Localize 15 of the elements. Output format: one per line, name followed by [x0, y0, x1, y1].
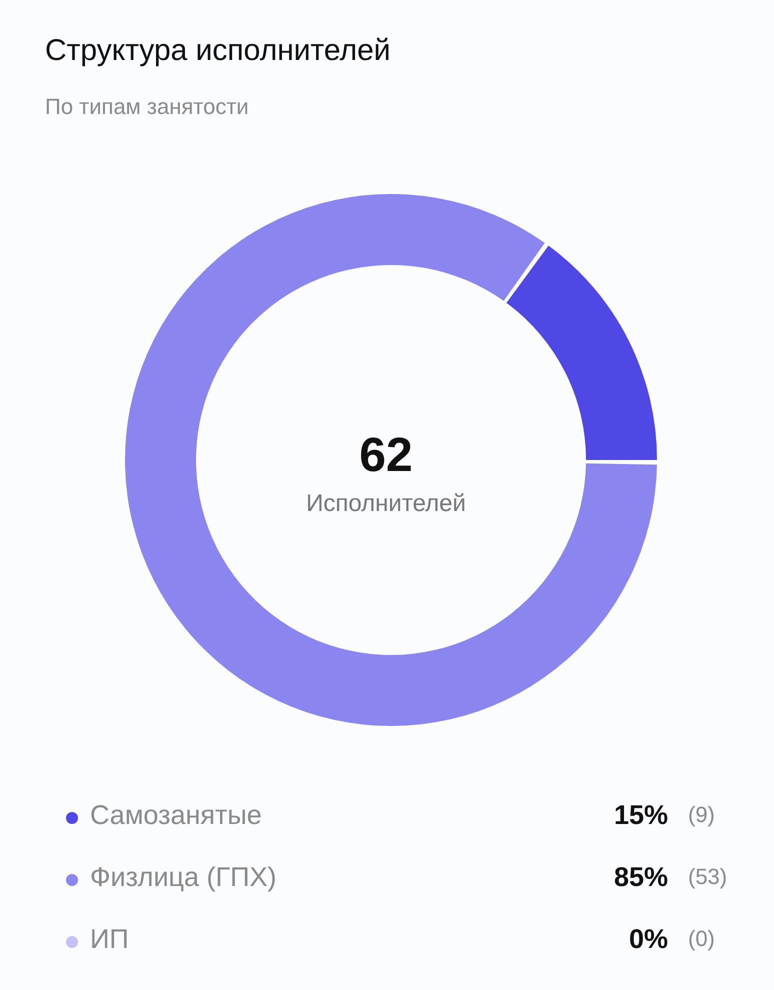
chart-title: Структура исполнителей [45, 34, 391, 68]
donut-slice [125, 194, 657, 726]
legend-label: Физлица (ГПХ) [90, 862, 277, 893]
text: 62 [358, 428, 414, 483]
data-label: 15% [614, 800, 668, 831]
text: (0) [688, 926, 715, 952]
text: (9) [688, 802, 715, 828]
legend-label: ИП [90, 924, 129, 955]
chart-subtitle: По типам занятости [45, 94, 249, 120]
text: Исполнителей [305, 490, 467, 518]
text: (53) [688, 864, 728, 890]
donut-slice [506, 246, 657, 460]
legend-label: Самозанятые [90, 800, 262, 831]
data-label: 85% [614, 862, 668, 893]
text: 0% [628, 924, 668, 954]
